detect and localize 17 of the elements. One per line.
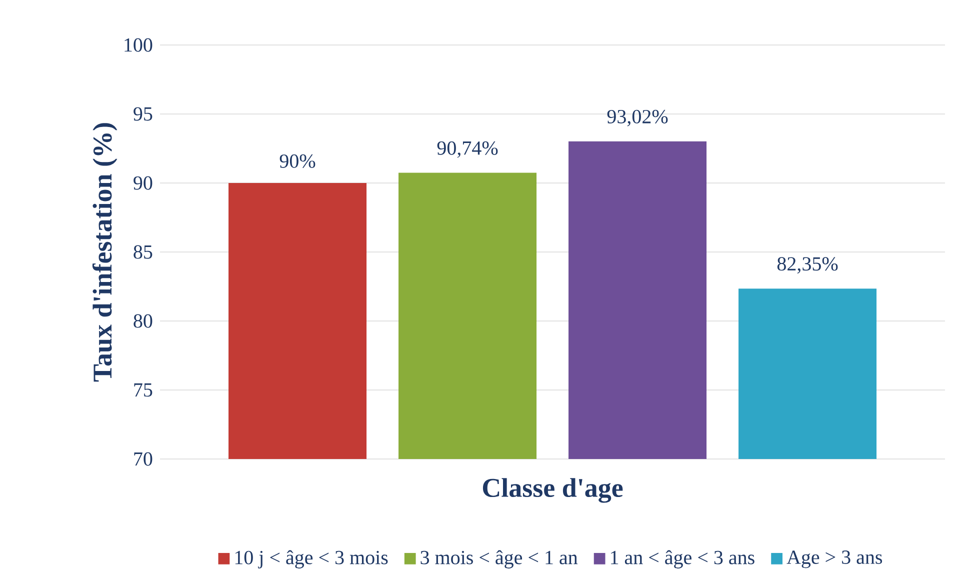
- y-tick-label: 85: [134, 245, 152, 259]
- data-label: 93,02%: [607, 110, 668, 126]
- legend-label: 10 j < âge < 3 mois: [235, 550, 388, 568]
- y-tick-label: 80: [134, 314, 152, 328]
- legend-label: 3 mois < âge < 1 an: [420, 550, 578, 568]
- y-axis-title: Taux d'infestation (%): [92, 123, 118, 382]
- x-axis-title: Classe d'age: [482, 478, 623, 503]
- data-label: 82,35%: [777, 257, 838, 274]
- data-label: 90,74%: [437, 141, 498, 158]
- y-tick-label: 90: [134, 176, 152, 190]
- legend-label: Age > 3 ans: [786, 550, 882, 568]
- y-tick-label: 100: [124, 38, 152, 52]
- y-tick-label: 95: [134, 107, 152, 121]
- legend-label: 1 an < âge < 3 ans: [611, 550, 754, 568]
- y-tick-label: 70: [134, 452, 152, 466]
- data-label: 90%: [280, 154, 316, 168]
- y-tick-label: 75: [134, 383, 152, 397]
